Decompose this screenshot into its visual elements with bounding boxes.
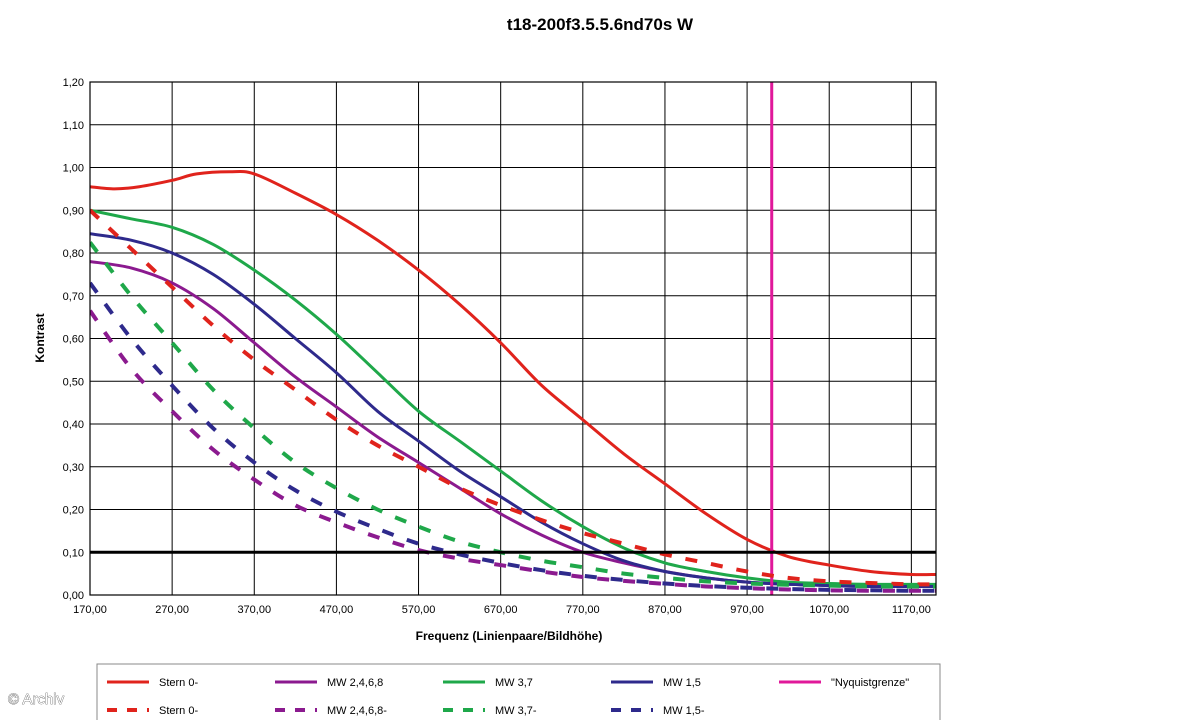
legend-label: MW 2,4,6,8- (327, 705, 387, 717)
y-tick-label: 1,00 (63, 163, 84, 175)
legend-box (96, 663, 941, 720)
y-tick-label: 1,10 (63, 120, 84, 132)
x-tick-label: 170,00 (73, 604, 107, 616)
plot-frame (89, 81, 937, 596)
x-tick-labels: 170,00 270,00 370,00 470,00 570,00 670,00 770,… (73, 604, 931, 616)
x-tick-label: 570,00 (402, 604, 436, 616)
series-line-mw-2-4-6-8-dashed (90, 309, 936, 593)
x-tick-label: 670,00 (484, 604, 518, 616)
x-axis-label: Frequenz (Linienpaare/Bildhöhe) (416, 629, 603, 643)
series-line-mw-3-7 (90, 208, 936, 586)
y-tick-label: 0,10 (63, 547, 84, 559)
y-axis-label: Kontrast (33, 313, 47, 362)
legend-label: Stern 0- (159, 705, 198, 717)
y-tick-label: 0,40 (63, 419, 84, 431)
x-tick-label: 770,00 (566, 604, 600, 616)
legend-label: "Nyquistgrenze" (831, 677, 909, 689)
x-tick-label: 1170,00 (892, 604, 931, 616)
legend-label: MW 2,4,6,8 (327, 677, 383, 689)
x-tick-label: 870,00 (648, 604, 682, 616)
y-tick-label: 0,30 (63, 462, 84, 474)
x-tick-label: 470,00 (320, 604, 354, 616)
y-tick-label: 0,70 (63, 291, 84, 303)
legend-label: Stern 0- (159, 677, 198, 689)
y-tick-label: 0,20 (63, 505, 84, 517)
watermark-text: © Archiv (8, 691, 65, 708)
x-tick-label: 270,00 (155, 604, 189, 616)
y-tick-label: 0,60 (63, 334, 84, 346)
axes (89, 81, 937, 596)
legend-label: MW 3,7 (495, 677, 533, 689)
x-tick-label: 970,00 (730, 604, 764, 616)
legend: Stern 0- MW 2,4,6,8 MW 3,7 MW 1,5 "Nyquistgr… (96, 663, 941, 720)
y-tick-label: 0,90 (63, 205, 84, 217)
y-tick-label: 0,80 (63, 248, 84, 260)
series-layer (90, 82, 936, 595)
series-line-stern-0-dashed (90, 208, 936, 587)
legend-label: MW 1,5 (663, 677, 701, 689)
y-tick-label: 1,20 (63, 77, 84, 89)
grid-lines (89, 81, 936, 596)
y-tick-labels: 0,00 0,10 0,20 0,30 0,40 0,50 0,60 0,70 0,80 0,90… (63, 77, 84, 602)
x-tick-label: 1070,00 (809, 604, 849, 616)
series-line-mw-1-5-dashed (90, 281, 936, 593)
x-tick-label: 370,00 (237, 604, 271, 616)
series-line-stern-0 (90, 170, 936, 577)
y-tick-label: 0,50 (63, 376, 84, 388)
y-tick-label: 0,00 (63, 590, 84, 602)
series-line-mw-3-7-dashed (90, 241, 936, 589)
legend-label: MW 3,7- (495, 705, 537, 717)
chart-title: t18-200f3.5.5.6nd70s W (507, 15, 694, 34)
legend-label: MW 1,5- (663, 705, 705, 717)
